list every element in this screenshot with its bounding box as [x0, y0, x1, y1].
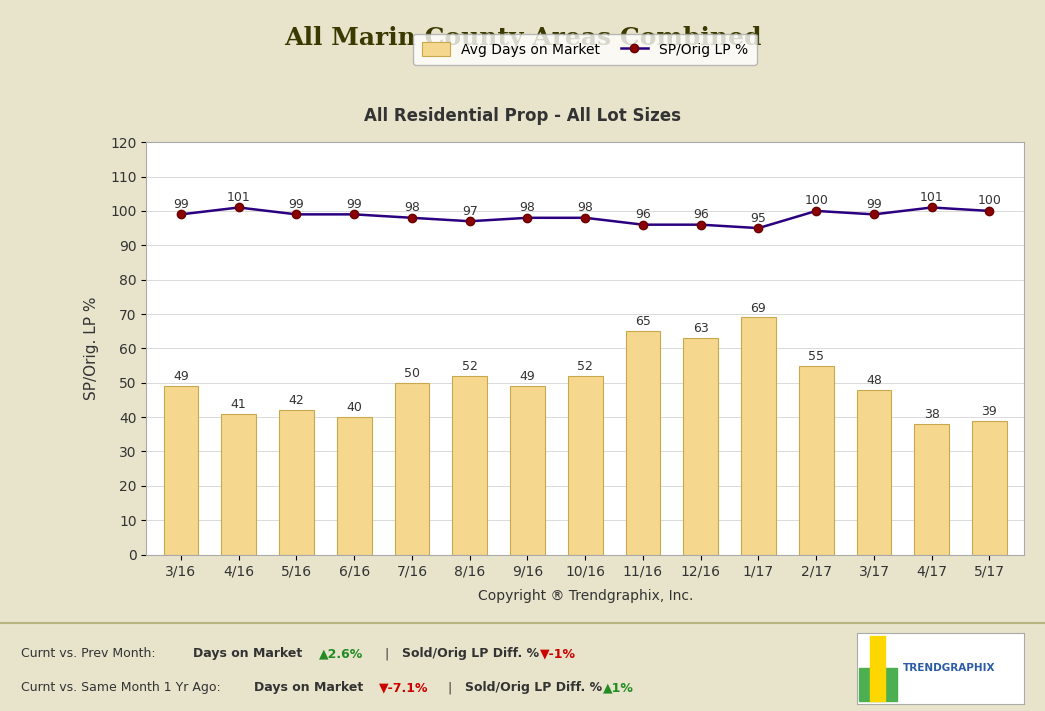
Bar [222, 414, 256, 555]
Text: 95: 95 [750, 212, 766, 225]
Text: 101: 101 [920, 191, 944, 204]
Text: All Residential Prop - All Lot Sizes: All Residential Prop - All Lot Sizes [364, 107, 681, 124]
Text: 42: 42 [288, 395, 304, 407]
Text: 69: 69 [750, 301, 766, 315]
Text: 96: 96 [693, 208, 709, 221]
Text: 41: 41 [231, 398, 247, 411]
Bar [857, 390, 891, 555]
Text: 98: 98 [577, 201, 594, 215]
Text: 96: 96 [635, 208, 651, 221]
Bar [510, 386, 544, 555]
Bar [164, 386, 199, 555]
Text: 48: 48 [866, 374, 882, 387]
Text: ▲2.6%: ▲2.6% [319, 647, 363, 661]
Bar [567, 376, 603, 555]
Y-axis label: SP/Orig. LP %: SP/Orig. LP % [84, 296, 99, 400]
Legend: Avg Days on Market, SP/Orig LP %: Avg Days on Market, SP/Orig LP % [414, 33, 757, 65]
Text: All Marin County Areas Combined: All Marin County Areas Combined [284, 26, 761, 50]
Text: Days on Market: Days on Market [254, 681, 368, 695]
Text: Sold/Orig LP Diff. %: Sold/Orig LP Diff. % [465, 681, 606, 695]
Bar [452, 376, 487, 555]
Text: 55: 55 [808, 350, 825, 363]
Text: 98: 98 [404, 201, 420, 215]
Text: 100: 100 [805, 195, 828, 208]
Text: 63: 63 [693, 322, 709, 336]
Text: TRENDGRAPHIX: TRENDGRAPHIX [903, 663, 995, 673]
Text: 101: 101 [227, 191, 251, 204]
Bar [972, 421, 1006, 555]
Text: ▼-1%: ▼-1% [540, 647, 576, 661]
Text: |: | [381, 647, 394, 661]
X-axis label: Copyright ® Trendgraphix, Inc.: Copyright ® Trendgraphix, Inc. [478, 589, 693, 604]
Text: 38: 38 [924, 408, 939, 421]
Text: 49: 49 [519, 370, 535, 383]
Text: |: | [444, 681, 457, 695]
Text: ▼-7.1%: ▼-7.1% [379, 681, 428, 695]
Text: 99: 99 [173, 198, 189, 211]
Bar [741, 317, 775, 555]
Text: 50: 50 [404, 367, 420, 380]
Bar [395, 383, 429, 555]
Text: ▲1%: ▲1% [603, 681, 634, 695]
Text: 98: 98 [519, 201, 535, 215]
Text: 49: 49 [173, 370, 189, 383]
Text: 99: 99 [346, 198, 362, 211]
Bar [798, 365, 834, 555]
Bar [683, 338, 718, 555]
Bar [626, 331, 660, 555]
Text: 52: 52 [577, 360, 594, 373]
Text: Sold/Orig LP Diff. %: Sold/Orig LP Diff. % [402, 647, 543, 661]
Text: Days on Market: Days on Market [193, 647, 307, 661]
Bar [914, 424, 949, 555]
Text: 65: 65 [635, 316, 651, 328]
Text: 99: 99 [288, 198, 304, 211]
Text: Curnt vs. Same Month 1 Yr Ago:: Curnt vs. Same Month 1 Yr Ago: [21, 681, 225, 695]
Text: 40: 40 [346, 402, 363, 415]
Text: 39: 39 [981, 405, 997, 418]
Text: 100: 100 [977, 195, 1001, 208]
Text: 52: 52 [462, 360, 478, 373]
Text: 99: 99 [866, 198, 882, 211]
Bar [279, 410, 314, 555]
Bar [336, 417, 372, 555]
Text: 97: 97 [462, 205, 478, 218]
Text: Curnt vs. Prev Month:: Curnt vs. Prev Month: [21, 647, 160, 661]
